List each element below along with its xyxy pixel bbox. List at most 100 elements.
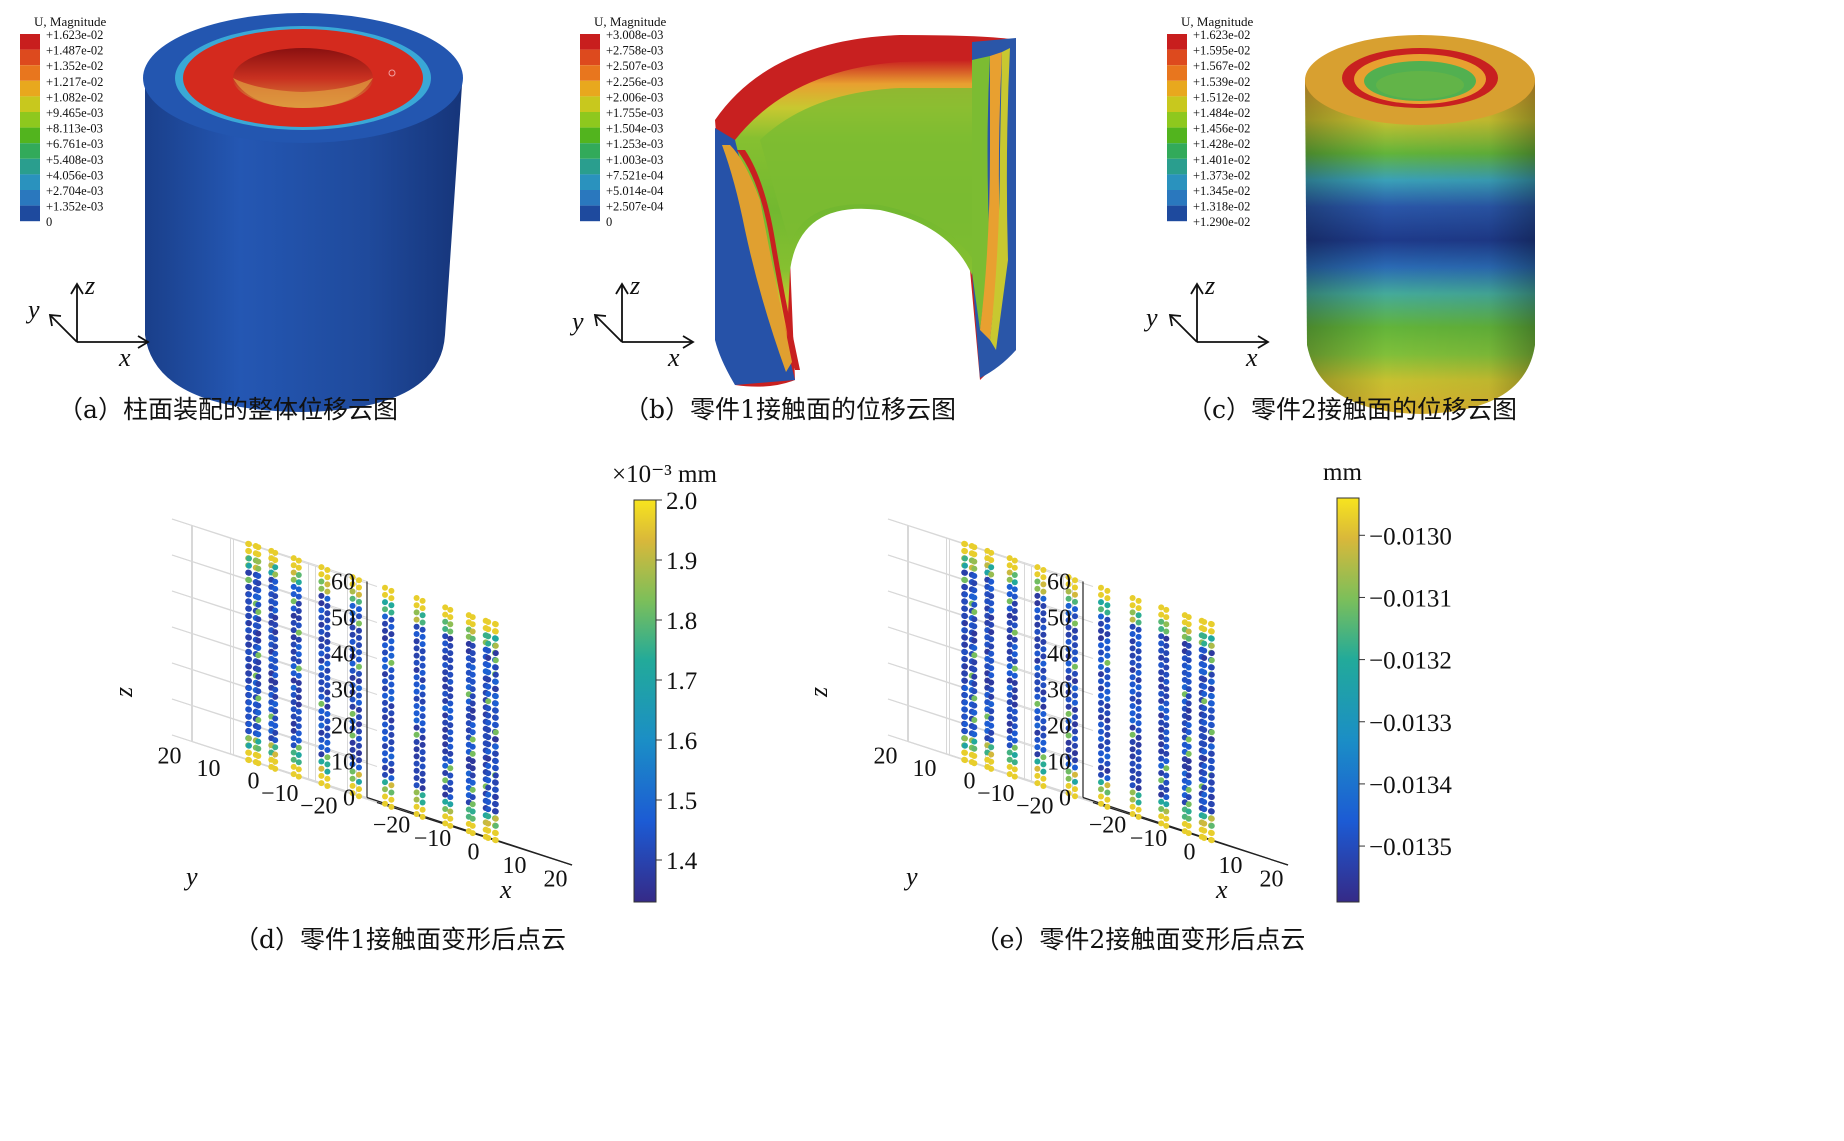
data-point — [1201, 683, 1208, 690]
data-point — [246, 713, 252, 720]
data-point — [1129, 681, 1136, 688]
data-point — [1135, 605, 1142, 612]
data-point — [295, 708, 302, 715]
data-point — [290, 670, 297, 677]
data-point — [255, 551, 262, 558]
data-point — [1065, 768, 1072, 775]
data-point — [1072, 771, 1078, 778]
x-tick-label: −10 — [1130, 826, 1168, 852]
data-point — [1098, 800, 1104, 807]
data-point — [485, 647, 492, 654]
data-point — [382, 714, 388, 721]
data-point — [290, 655, 297, 662]
data-point — [255, 637, 262, 644]
data-point — [988, 665, 995, 672]
data-point — [1072, 598, 1078, 605]
data-point — [356, 577, 362, 584]
colorbar-d — [633, 499, 657, 903]
legend-value: +1.512e-02 — [1193, 90, 1250, 104]
data-point — [388, 674, 395, 681]
data-point — [356, 721, 362, 728]
data-point — [290, 641, 297, 648]
data-point — [1006, 756, 1013, 763]
data-point — [1006, 583, 1013, 590]
data-point — [1034, 585, 1041, 592]
legend-swatch — [20, 65, 40, 81]
data-point — [1158, 762, 1165, 769]
data-point — [1208, 729, 1215, 736]
colorbar-tick-label: 1.5 — [666, 788, 697, 815]
data-point — [1006, 727, 1013, 734]
legend-swatch — [20, 49, 40, 66]
data-point — [1104, 623, 1111, 630]
data-point — [1163, 714, 1170, 721]
data-point — [988, 708, 995, 715]
data-point — [246, 613, 252, 620]
data-point — [1201, 806, 1208, 813]
data-point — [255, 601, 262, 608]
data-point — [419, 684, 426, 691]
data-point — [988, 557, 995, 564]
data-point — [1185, 614, 1192, 621]
data-point — [1208, 678, 1215, 685]
data-point — [469, 758, 476, 765]
data-point — [1065, 674, 1072, 681]
data-point — [971, 688, 978, 695]
data-point — [1065, 710, 1072, 717]
data-point — [1163, 808, 1170, 815]
data-point — [419, 777, 426, 784]
data-point — [1034, 693, 1041, 700]
data-point — [447, 808, 454, 815]
data-point — [246, 692, 252, 699]
data-point — [447, 722, 454, 729]
data-point — [1040, 682, 1047, 689]
data-point — [1208, 758, 1215, 765]
data-point — [295, 723, 302, 730]
legend-swatch — [20, 34, 40, 50]
data-point — [469, 671, 476, 678]
data-point — [413, 710, 420, 717]
data-point — [962, 757, 968, 764]
data-point — [349, 638, 356, 645]
data-point — [469, 707, 476, 714]
data-point — [1098, 735, 1104, 742]
data-point — [272, 758, 279, 765]
data-point — [349, 610, 356, 617]
axis-label-y-a: y — [25, 295, 40, 324]
data-point — [1185, 743, 1192, 750]
data-point — [1163, 693, 1170, 700]
data-point — [419, 763, 426, 770]
data-point — [1158, 806, 1165, 812]
data-point — [1201, 763, 1208, 769]
data-point — [1104, 803, 1111, 810]
data-point — [272, 708, 279, 715]
data-point — [290, 763, 297, 770]
data-point — [413, 609, 420, 616]
data-point — [971, 551, 978, 558]
x-ticks-d: −20−10 0 10 20 — [373, 812, 568, 892]
data-point — [356, 591, 362, 598]
caption-a: （a）柱面装配的整体位移云图 — [58, 395, 398, 424]
data-point — [971, 753, 978, 759]
data-point — [246, 555, 252, 562]
data-point — [290, 555, 297, 562]
data-point — [1104, 796, 1111, 803]
data-point — [255, 645, 262, 651]
legend-swatch — [20, 112, 40, 128]
data-point — [1201, 799, 1208, 805]
data-point — [1135, 648, 1142, 655]
legend-swatch — [1167, 158, 1187, 175]
data-point — [295, 557, 302, 564]
colorbar-tick-label: 2.0 — [666, 488, 697, 515]
data-point — [447, 686, 454, 693]
data-point — [318, 614, 325, 621]
data-point — [324, 567, 331, 573]
data-point — [442, 712, 449, 719]
data-point — [356, 714, 362, 721]
data-point — [349, 667, 356, 674]
data-point — [1040, 610, 1047, 617]
data-point — [246, 605, 252, 612]
y-tick-label: 10 — [913, 756, 937, 782]
data-point — [356, 793, 362, 800]
data-point — [272, 715, 279, 722]
